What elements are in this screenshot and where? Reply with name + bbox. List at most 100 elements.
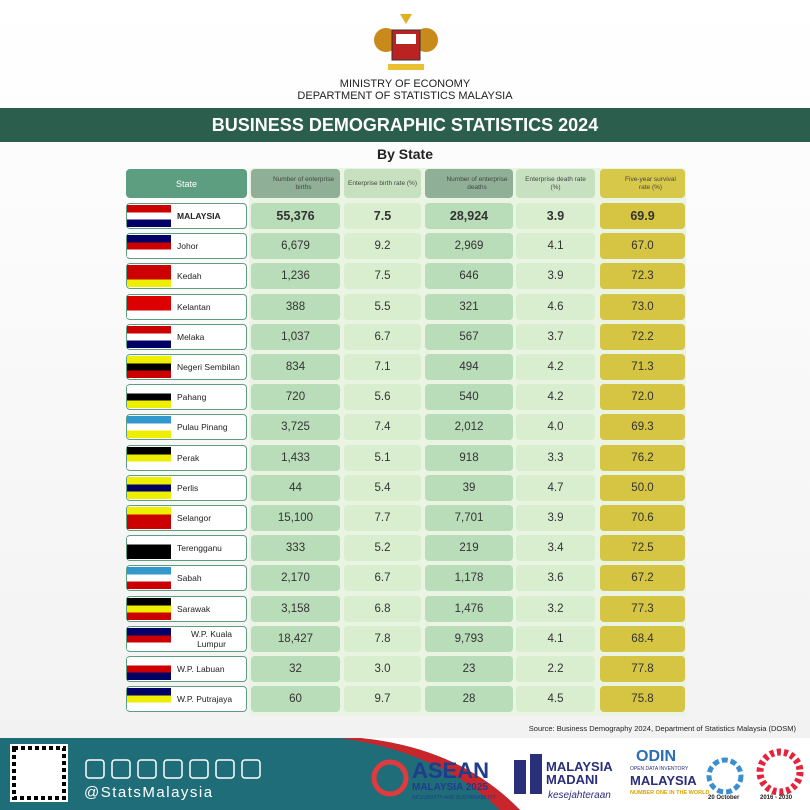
data-cell: 7,701 bbox=[425, 505, 513, 531]
data-cell: 1,476 bbox=[425, 595, 513, 622]
column-header: Number of enterprise deaths bbox=[425, 169, 513, 198]
data-cell: 5.1 bbox=[344, 444, 421, 471]
flag bbox=[127, 265, 171, 288]
column-header: Five-year survival rate (%) bbox=[600, 169, 685, 198]
data-cell: 72.0 bbox=[600, 384, 685, 411]
data-cell: 7.4 bbox=[344, 414, 421, 441]
flag bbox=[127, 416, 171, 439]
data-cell: 1,236 bbox=[251, 263, 340, 290]
asean-tag: INCLUSIVITY AND SUSTAINABILITY bbox=[412, 795, 496, 801]
data-cell: 3.7 bbox=[516, 323, 595, 350]
footer bbox=[0, 738, 810, 810]
data-cell: 15,100 bbox=[251, 505, 340, 531]
data-cell: 3.0 bbox=[344, 656, 421, 682]
data-cell: 3.2 bbox=[516, 595, 595, 622]
data-cell: 834 bbox=[251, 354, 340, 380]
data-cell: 69.9 bbox=[600, 203, 685, 229]
data-cell: 4.2 bbox=[516, 354, 595, 380]
data-cell: 39 bbox=[425, 474, 513, 501]
data-cell: 2,012 bbox=[425, 414, 513, 441]
data-cell: 70.6 bbox=[600, 505, 685, 531]
flag bbox=[127, 597, 171, 620]
data-cell: 73.0 bbox=[600, 293, 685, 320]
data-cell: 2,170 bbox=[251, 565, 340, 592]
data-cell: 44 bbox=[251, 474, 340, 501]
data-cell: 388 bbox=[251, 293, 340, 320]
data-cell: 75.8 bbox=[600, 686, 685, 713]
flag bbox=[127, 658, 171, 680]
data-cell: 4.7 bbox=[516, 474, 595, 501]
subtitle: By State bbox=[376, 146, 434, 162]
data-cell: 76.2 bbox=[600, 444, 685, 471]
data-cell: 71.3 bbox=[600, 354, 685, 380]
data-cell: 3.6 bbox=[516, 565, 595, 592]
title-bar: BUSINESS DEMOGRAPHIC STATISTICS 2024 bbox=[0, 108, 810, 142]
data-cell: 28,924 bbox=[425, 203, 513, 229]
data-cell: 6.8 bbox=[344, 595, 421, 622]
flag bbox=[127, 446, 171, 469]
data-cell: 3.9 bbox=[516, 203, 595, 229]
data-cell: 3,158 bbox=[251, 595, 340, 622]
data-cell: 7.8 bbox=[344, 625, 421, 652]
data-cell: 67.2 bbox=[600, 565, 685, 592]
flag bbox=[127, 476, 171, 499]
asean-sub: MALAYSIA 2025 bbox=[412, 782, 488, 793]
madani-tag: kesejahteraan bbox=[548, 790, 611, 801]
data-cell: 5.5 bbox=[344, 293, 421, 320]
data-cell: 55,376 bbox=[251, 203, 340, 229]
data-cell: 7.5 bbox=[344, 203, 421, 229]
data-cell: 9.2 bbox=[344, 233, 421, 260]
data-cell: 3.9 bbox=[516, 505, 595, 531]
date: 20 October bbox=[708, 795, 740, 801]
data-cell: 68.4 bbox=[600, 625, 685, 652]
flag bbox=[127, 295, 171, 318]
source: Source: Business Demography 2024, Depart… bbox=[528, 724, 796, 733]
data-cell: 69.3 bbox=[600, 414, 685, 441]
data-cell: 4.1 bbox=[516, 625, 595, 652]
ministry: MINISTRY OF ECONOMY bbox=[339, 78, 471, 90]
data-cell: 1,433 bbox=[251, 444, 340, 471]
data-cell: 5.6 bbox=[344, 384, 421, 411]
data-cell: 72.5 bbox=[600, 535, 685, 562]
department: DEPARTMENT OF STATISTICS MALAYSIA bbox=[297, 90, 513, 102]
flag bbox=[127, 627, 171, 650]
handle: @StatsMalaysia bbox=[84, 784, 214, 801]
data-cell: 6.7 bbox=[344, 323, 421, 350]
flag bbox=[127, 235, 171, 258]
flag bbox=[127, 567, 171, 590]
data-cell: 6.7 bbox=[344, 565, 421, 592]
data-cell: 1,037 bbox=[251, 323, 340, 350]
data-cell: 646 bbox=[425, 263, 513, 290]
data-cell: 32 bbox=[251, 656, 340, 682]
data-cell: 219 bbox=[425, 535, 513, 562]
crest bbox=[374, 14, 438, 70]
data-cell: 3.9 bbox=[516, 263, 595, 290]
table-bg bbox=[249, 168, 686, 716]
data-cell: 60 bbox=[251, 686, 340, 713]
title: BUSINESS DEMOGRAPHIC STATISTICS 2024 bbox=[211, 114, 599, 135]
data-cell: 23 bbox=[425, 656, 513, 682]
data-cell: 4.1 bbox=[516, 233, 595, 260]
flag bbox=[127, 688, 171, 711]
asean: ASEAN bbox=[412, 758, 490, 783]
data-cell: 7.1 bbox=[344, 354, 421, 380]
data-cell: 2.2 bbox=[516, 656, 595, 682]
data-cell: 18,427 bbox=[251, 625, 340, 652]
years: 2016 - 2030 bbox=[760, 795, 793, 801]
column-header: Number of enterprise births bbox=[251, 169, 340, 198]
data-cell: 2,969 bbox=[425, 233, 513, 260]
data-cell: 3.4 bbox=[516, 535, 595, 562]
odin: ODIN bbox=[636, 748, 676, 765]
data-cell: 9,793 bbox=[425, 625, 513, 652]
data-cell: 567 bbox=[425, 323, 513, 350]
data-cell: 77.8 bbox=[600, 656, 685, 682]
column-header: State bbox=[126, 169, 247, 198]
data-cell: 77.3 bbox=[600, 595, 685, 622]
odin-sub: OPEN DATA INVENTORY bbox=[630, 766, 689, 772]
data-cell: 918 bbox=[425, 444, 513, 471]
flag bbox=[127, 325, 171, 348]
data-cell: 72.2 bbox=[600, 323, 685, 350]
data-cell: 5.4 bbox=[344, 474, 421, 501]
data-cell: 7.5 bbox=[344, 263, 421, 290]
